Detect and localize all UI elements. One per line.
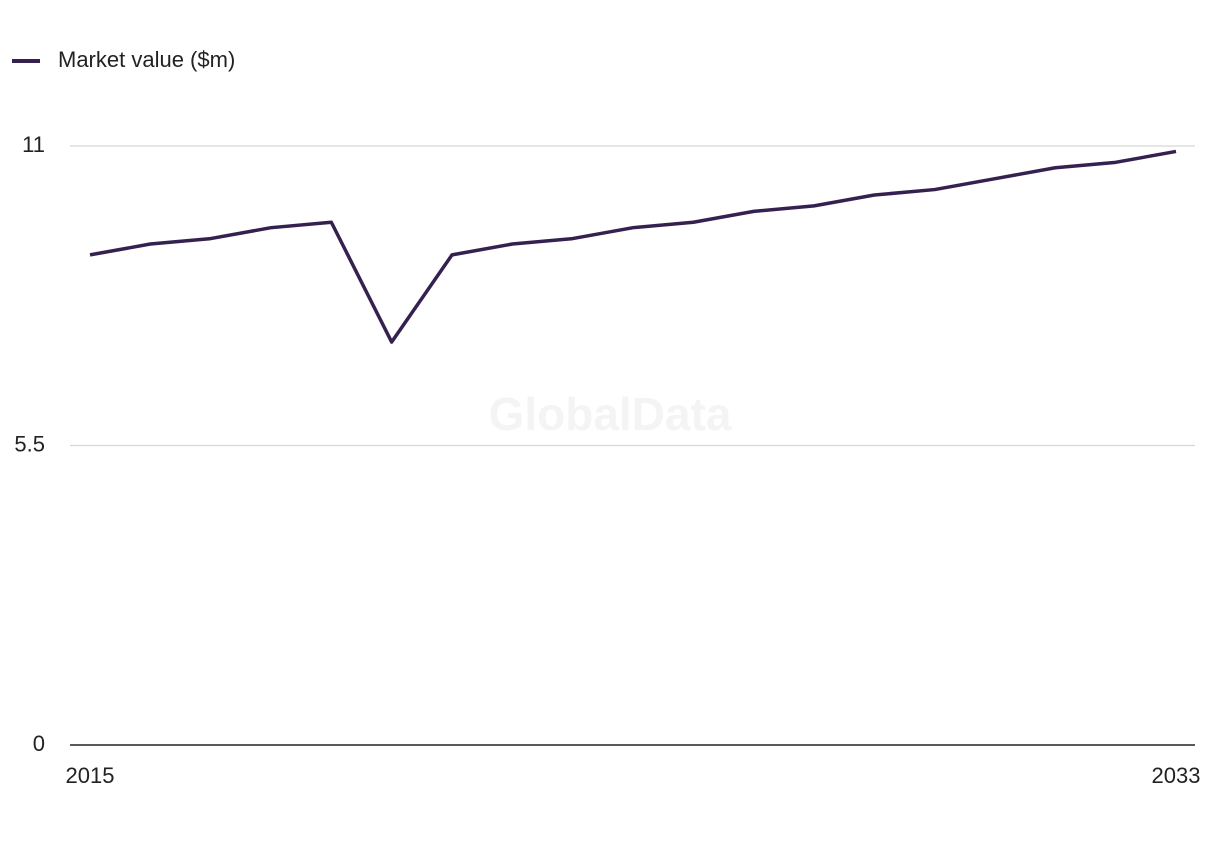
data-line — [89, 149, 1177, 344]
y-tick-label: 11 — [22, 132, 45, 157]
watermark: GlobalData — [489, 388, 732, 440]
x-tick-label: 2015 — [66, 763, 115, 788]
y-tick-label: 0 — [33, 731, 45, 756]
legend-label: Market value ($m) — [58, 47, 235, 72]
x-tick-label: 2033 — [1152, 763, 1201, 788]
y-tick-label: 5.5 — [14, 431, 45, 456]
